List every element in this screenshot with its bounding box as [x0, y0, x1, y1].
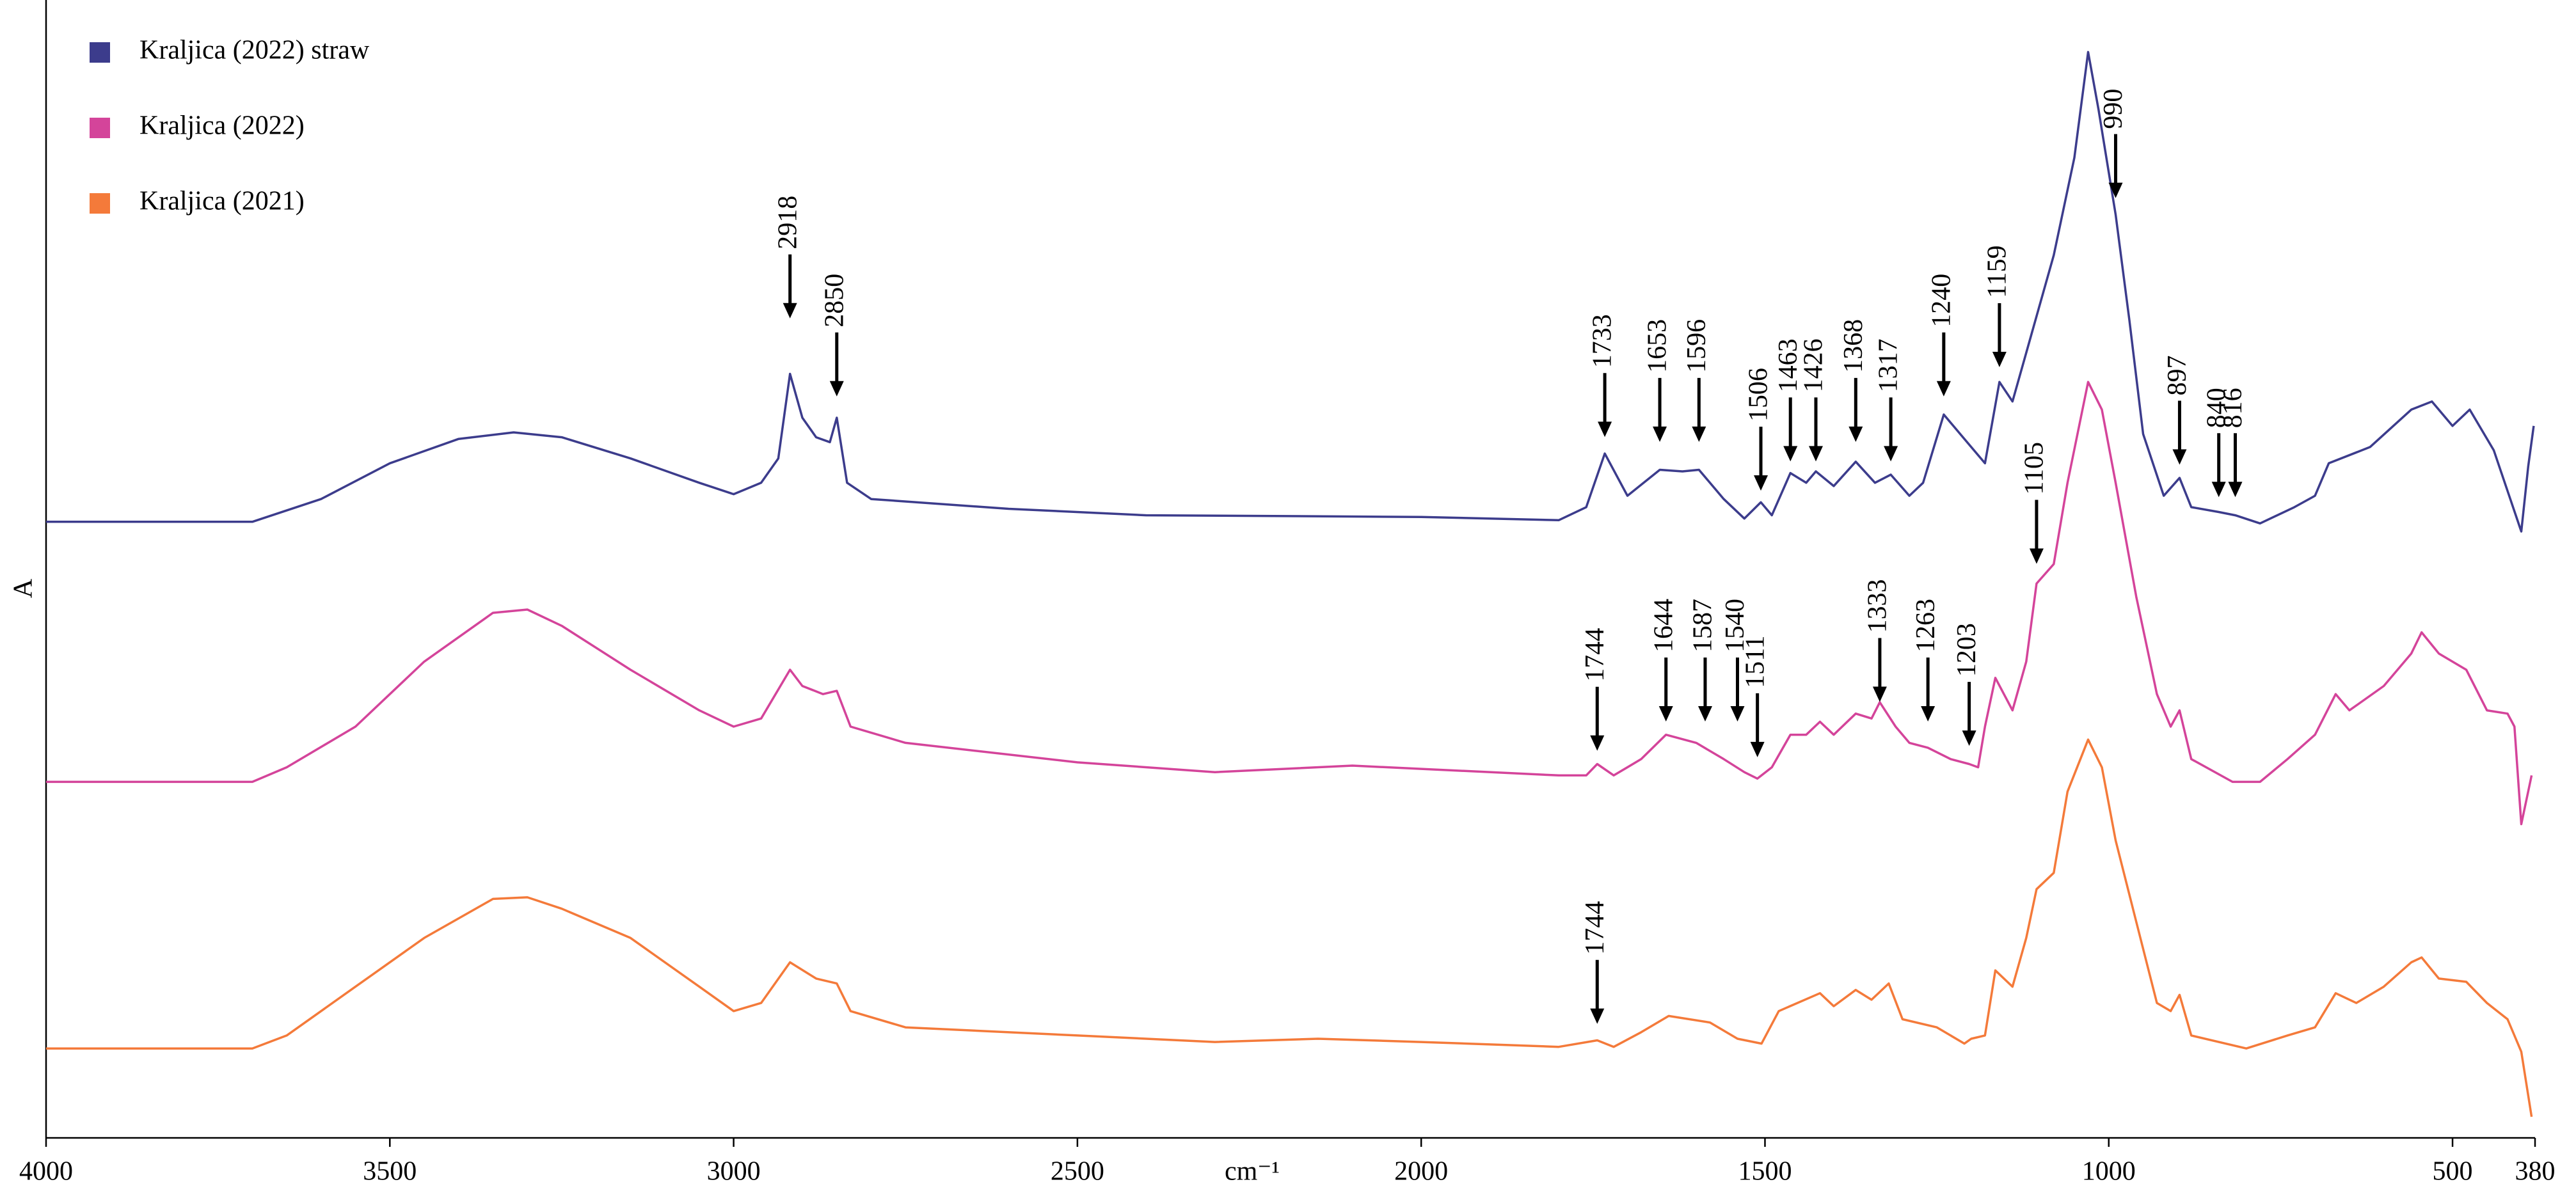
peak-label: 1744: [1580, 901, 1610, 955]
legend-label: Kraljica (2022): [139, 111, 305, 141]
arrow-head: [1697, 706, 1712, 722]
peak-label: 1506: [1744, 368, 1774, 422]
arrow-head: [1849, 426, 1863, 442]
arrow-head: [1872, 686, 1887, 702]
arrow-head: [1754, 475, 1769, 491]
arrow-head: [1884, 446, 1898, 462]
spectrum-line: [46, 381, 2533, 826]
spectrum-line: [46, 51, 2535, 533]
x-tick-label: 1500: [1738, 1157, 1792, 1186]
legend-label: Kraljica (2021): [139, 187, 305, 216]
peak-label: 1333: [1863, 579, 1893, 633]
peak-label: 2850: [820, 274, 849, 327]
x-tick-label: 3500: [363, 1157, 417, 1186]
arrow-head: [783, 303, 797, 319]
spectrum-line: [46, 738, 2533, 1117]
arrow-head: [1692, 426, 1706, 442]
peak-label: 816: [2218, 388, 2248, 428]
peak-label: 2918: [773, 196, 802, 249]
peak-label: 1105: [2020, 442, 2049, 494]
arrow-head: [1962, 730, 1976, 746]
peak-label: 1263: [1911, 599, 1941, 652]
x-tick-label: 500: [2433, 1157, 2473, 1186]
arrow-head: [1783, 446, 1798, 462]
x-tick-label: 1000: [2082, 1157, 2136, 1186]
peak-label: 1240: [1927, 274, 1956, 327]
arrow-head: [1921, 706, 1936, 722]
arrow-head: [1658, 706, 1673, 722]
peak-label: 1426: [1799, 338, 1829, 392]
peak-label: 1653: [1643, 319, 1673, 373]
peak-label: 1744: [1580, 628, 1610, 682]
peak-label: 897: [2163, 355, 2192, 395]
arrow-head: [1598, 422, 1612, 437]
x-tick-label: 380: [2515, 1157, 2556, 1186]
peak-label: 1644: [1649, 599, 1678, 652]
arrow-head: [2228, 482, 2243, 498]
x-axis-label: cm⁻¹: [1225, 1157, 1280, 1186]
peak-label: 990: [2099, 89, 2128, 129]
arrow-head: [1653, 426, 1667, 442]
arrow-head: [2211, 482, 2226, 498]
arrow-head: [1590, 1008, 1605, 1024]
y-axis-label: A: [9, 578, 38, 598]
legend-swatch: [90, 42, 110, 63]
legend-swatch: [90, 118, 110, 138]
arrow-head: [1590, 735, 1605, 751]
arrow-head: [1936, 381, 1951, 397]
arrow-head: [2108, 182, 2123, 198]
peak-label: 1540: [1721, 599, 1750, 652]
peak-label: 840: [2202, 388, 2231, 428]
peak-label: 1203: [1952, 623, 1982, 677]
x-tick-label: 3000: [707, 1157, 761, 1186]
peak-label: 1317: [1874, 338, 1904, 392]
arrow-head: [1730, 706, 1745, 722]
peak-label: 1511: [1740, 635, 1770, 688]
peak-label: 1159: [1983, 246, 2012, 298]
x-tick-label: 2000: [1394, 1157, 1448, 1186]
arrow-head: [2029, 548, 2044, 564]
arrow-head: [1992, 351, 2007, 367]
legend-label: Kraljica (2022) straw: [139, 36, 370, 65]
peak-label: 1596: [1682, 319, 1712, 373]
x-tick-label: 4000: [19, 1157, 73, 1186]
peak-label: 1733: [1588, 314, 1618, 368]
legend-swatch: [90, 193, 110, 214]
peak-label: 1587: [1689, 599, 1718, 652]
x-tick-label: 2500: [1051, 1157, 1104, 1186]
arrow-head: [1750, 741, 1765, 757]
peak-label: 1368: [1839, 319, 1868, 373]
arrow-head: [2172, 449, 2187, 465]
peak-label: 1463: [1774, 338, 1803, 392]
arrow-head: [829, 381, 844, 397]
arrow-head: [1808, 446, 1823, 462]
